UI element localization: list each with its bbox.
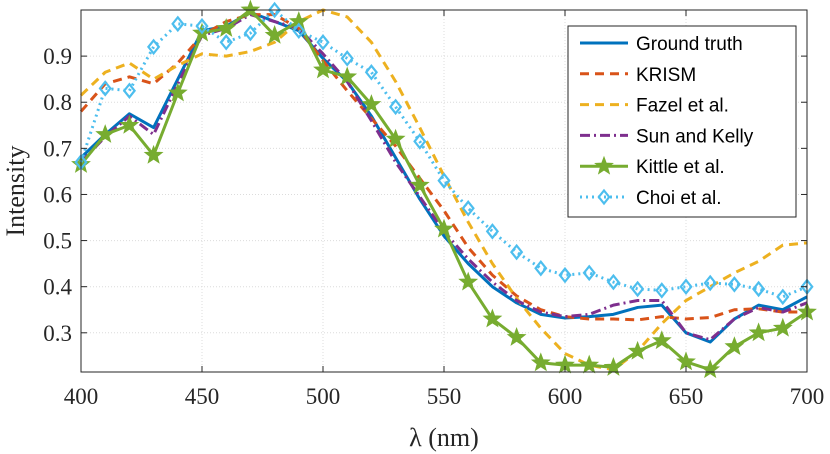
data-point [627, 340, 648, 360]
data-point [751, 280, 766, 298]
legend-item: Sun and Kelly [580, 126, 754, 147]
data-point [388, 98, 403, 116]
tick-marks [80, 10, 808, 372]
x-tick-label: 650 [669, 384, 704, 409]
data-point [385, 128, 406, 148]
y-tick-label: 0.9 [43, 44, 72, 69]
data-point [434, 218, 454, 238]
x-tick-label: 500 [306, 384, 341, 409]
data-point [98, 80, 112, 97]
y-tick-labels: 0.3 0.4 0.5 0.6 0.7 0.8 0.9 [43, 44, 72, 346]
data-point [748, 322, 769, 342]
data-point [316, 34, 330, 51]
data-point [461, 200, 475, 217]
data-point [776, 288, 790, 306]
data-point [267, 1, 282, 19]
legend-marker [594, 155, 614, 175]
data-point [240, 0, 261, 19]
data-point [292, 22, 306, 40]
data-point [216, 18, 237, 37]
data-point [413, 133, 427, 150]
data-point [606, 273, 621, 291]
legend-item: Choi et al. [580, 188, 722, 209]
series-layer [71, 0, 817, 379]
legend-item: Ground truth [580, 34, 743, 55]
data-point [119, 114, 140, 134]
x-tick-label: 400 [64, 384, 99, 409]
data-point [676, 351, 696, 371]
x-tick-label: 600 [548, 384, 583, 409]
data-point [582, 264, 596, 282]
legend-label: Ground truth [636, 34, 743, 55]
y-tick-label: 0.8 [43, 90, 72, 115]
data-point [264, 24, 285, 44]
legend-label: Fazel et al. [636, 96, 729, 117]
legend-label: Sun and Kelly [636, 126, 754, 147]
data-point [703, 274, 717, 292]
x-tick-labels: 400 450 500 550 600 650 700 [64, 384, 825, 409]
data-point [143, 144, 164, 164]
data-point [772, 317, 793, 337]
data-point [171, 15, 185, 33]
x-tick-label: 450 [185, 384, 220, 409]
data-point [361, 94, 382, 113]
legend-label: Kittle et al. [636, 157, 725, 178]
data-point [243, 24, 258, 42]
data-point [458, 271, 479, 291]
data-point [655, 282, 669, 299]
data-point [651, 330, 672, 350]
data-point [219, 34, 233, 51]
data-point [630, 280, 645, 298]
data-point [409, 174, 430, 194]
series-choi-et-al- [74, 1, 814, 306]
y-axis-label: Intensity [1, 146, 30, 237]
data-point [195, 17, 209, 35]
y-tick-label: 0.3 [43, 321, 72, 346]
legend-item: Kittle et al. [580, 155, 725, 178]
y-tick-label: 0.7 [43, 136, 72, 161]
data-point [558, 266, 572, 284]
data-point [482, 308, 503, 328]
data-point [340, 50, 354, 67]
legend-marker [597, 188, 611, 206]
data-point [122, 82, 137, 99]
data-point [506, 326, 527, 346]
legend-item: Fazel et al. [580, 96, 729, 117]
x-axis-label: λ (nm) [409, 423, 479, 452]
data-point [530, 352, 551, 372]
series-fazel-et-al- [79, 8, 808, 372]
data-point [337, 66, 358, 86]
legend-box [567, 25, 797, 218]
data-point [724, 336, 745, 356]
legend-label: KRISM [636, 65, 696, 86]
data-point [437, 172, 451, 189]
data-point [727, 276, 742, 293]
data-point [579, 354, 600, 374]
data-point [534, 259, 548, 277]
data-point [313, 59, 333, 79]
series-line [79, 8, 808, 372]
legend: Ground truth KRISM Fazel et al. Sun and Kel… [567, 25, 797, 218]
data-point [603, 356, 624, 376]
data-point [364, 63, 379, 81]
data-point [509, 243, 524, 261]
y-tick-label: 0.4 [43, 275, 72, 300]
x-tick-label: 700 [790, 384, 825, 409]
data-point [700, 359, 721, 379]
data-point [167, 82, 188, 102]
y-tick-label: 0.6 [43, 182, 72, 207]
y-tick-label: 0.5 [43, 229, 72, 254]
legend-label: Choi et al. [636, 188, 722, 209]
data-point [146, 38, 161, 56]
data-point [679, 278, 693, 295]
legend-item: KRISM [580, 65, 696, 86]
data-point [485, 223, 500, 240]
data-point [95, 124, 116, 143]
x-tick-label: 550 [427, 384, 462, 409]
